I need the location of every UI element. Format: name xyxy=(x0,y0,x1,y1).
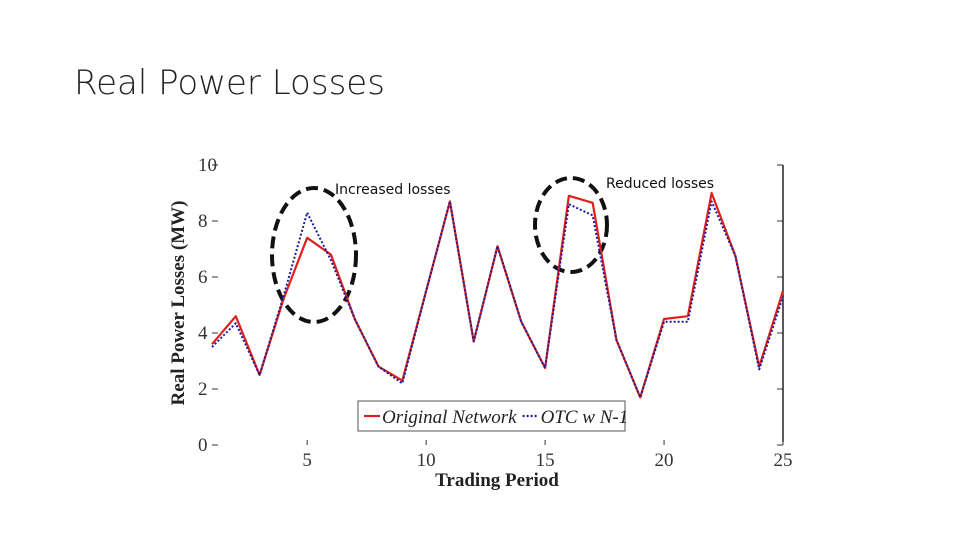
legend-label: OTC w N-1 xyxy=(541,407,629,428)
legend-box xyxy=(357,400,626,432)
y-tick-label: 10 xyxy=(198,155,217,176)
x-tick-label: 10 xyxy=(417,450,436,471)
y-tick-label: 4 xyxy=(198,323,208,344)
x-tick-label: 15 xyxy=(536,450,555,471)
annotation: Reduced losses xyxy=(606,176,714,192)
x-tick-label: 25 xyxy=(774,450,793,471)
series-line xyxy=(211,200,784,399)
highlight-ellipse xyxy=(270,186,358,324)
y-tick-label: 2 xyxy=(198,379,208,400)
annotation: Increased losses xyxy=(335,182,451,198)
legend-label: Original Network xyxy=(382,407,517,428)
x-tick-label: 5 xyxy=(302,450,312,471)
slide-title: Real Power Losses xyxy=(74,63,385,103)
y-tick-label: 6 xyxy=(198,267,208,288)
highlight-ellipse xyxy=(533,176,609,274)
y-tick-label: 0 xyxy=(198,435,208,456)
legend: Original Network OTC w N-1 xyxy=(357,400,629,432)
x-tick-label: 20 xyxy=(655,450,674,471)
x-axis-label: Trading Period xyxy=(435,470,559,491)
series-line xyxy=(211,191,785,399)
y-tick-label: 8 xyxy=(198,211,208,232)
y-axis-label: Real Power Losses (MW) xyxy=(168,201,189,406)
